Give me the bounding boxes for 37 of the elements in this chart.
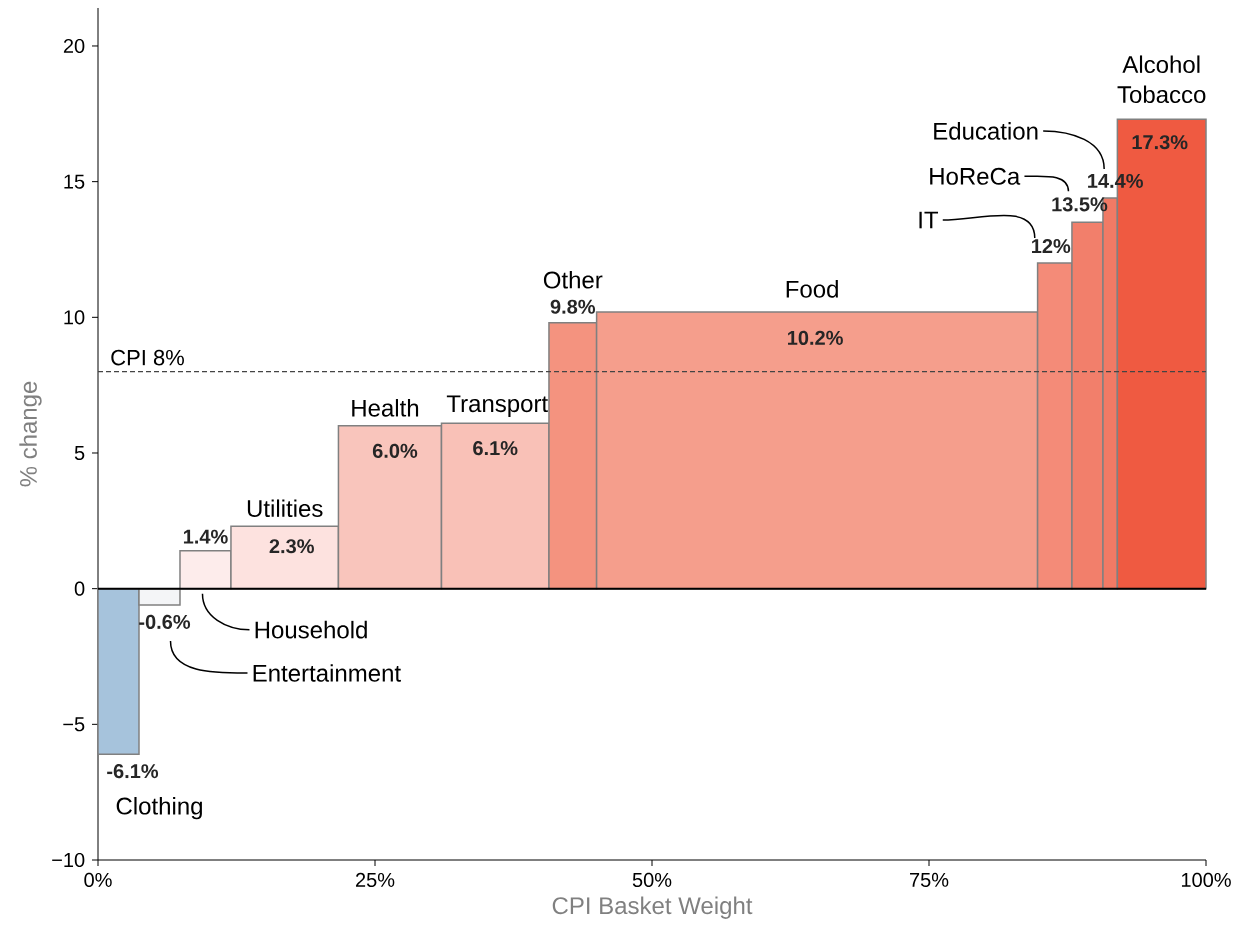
annotation: Clothing [116,796,202,820]
y-tick-label: 10 [64,310,85,325]
data-label: -6.1% [107,764,159,779]
y-tick-label: −10 [52,852,85,868]
data-label: -0.6% [139,614,191,630]
x-tick-label: 0% [84,872,112,888]
y-tick-label: −5 [63,717,85,732]
data-label: 17.3% [1132,135,1188,150]
y-axis-title: % change [19,381,42,487]
y-tick-label: 20 [63,38,85,54]
data-label: 9.8% [550,299,596,314]
annotation: Food [786,280,838,298]
y-tick-label: 5 [74,446,85,460]
annotation: Transport [446,395,548,417]
data-label: 12% [1032,238,1071,254]
data-label: 2.3% [269,539,314,554]
annotation: Utilities [247,499,323,518]
annotation: Alcohol Tobacco [1117,55,1206,104]
annotation: IT [919,211,939,229]
annotation: Health [352,399,419,417]
annotation: Education [934,122,1038,140]
y-tick-label: 0 [74,581,85,596]
x-axis-title: CPI Basket Weight [552,896,753,919]
annotation: Entertainment [253,664,401,682]
annotation: Other [543,270,603,289]
annotation: Household [255,620,367,639]
data-label: 10.2% [788,330,843,345]
ref-line-label: CPI 8% [111,349,184,366]
y-tick-label: 15 [64,174,85,189]
data-label: 1.4% [183,529,228,544]
x-tick-label: 50% [632,872,672,888]
annotation: HoReCa [930,167,1021,185]
x-tick-label: 25% [355,872,395,888]
x-tick-label: 100% [1181,872,1231,888]
data-label: 6.1% [473,441,518,456]
data-label: 6.0% [372,443,418,458]
x-tick-label: 75% [910,872,949,887]
